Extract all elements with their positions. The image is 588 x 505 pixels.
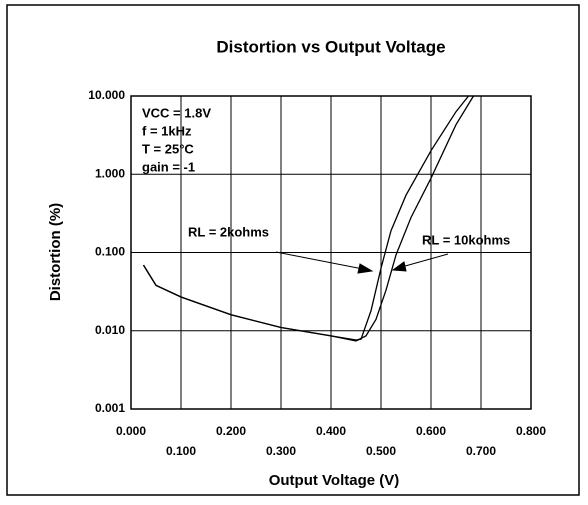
arrow-head bbox=[391, 261, 407, 272]
x-tick-label: 0.100 bbox=[166, 444, 196, 458]
y-tick-label: 1.000 bbox=[95, 166, 125, 180]
y-axis-label: Distortion (%) bbox=[47, 203, 64, 301]
frame bbox=[6, 4, 580, 496]
y-tick-label: 0.010 bbox=[95, 323, 125, 337]
y-tick-label: 0.100 bbox=[95, 245, 125, 259]
x-tick-label: 0.400 bbox=[316, 424, 346, 438]
annotation: T = 25°C bbox=[142, 141, 194, 156]
annotation: VCC = 1.8V bbox=[142, 105, 211, 120]
x-tick-label: 0.800 bbox=[516, 424, 546, 438]
x-tick-label: 0.500 bbox=[366, 444, 396, 458]
x-tick-label: 0.700 bbox=[466, 444, 496, 458]
x-tick-label: 0.300 bbox=[266, 444, 296, 458]
x-axis-label: Output Voltage (V) bbox=[269, 472, 400, 489]
series-label: RL = 10kohms bbox=[422, 232, 510, 247]
x-tick-label: 0.000 bbox=[116, 424, 146, 438]
arrow-head bbox=[357, 263, 374, 274]
chart-title: Distortion vs Output Voltage bbox=[216, 37, 445, 56]
y-tick-label: 0.001 bbox=[95, 401, 125, 415]
annotation: gain = -1 bbox=[142, 159, 195, 174]
arrow bbox=[397, 253, 449, 269]
y-tick-label: 10.000 bbox=[88, 88, 125, 102]
arrow bbox=[275, 251, 369, 271]
annotation: f = 1kHz bbox=[142, 123, 192, 138]
series-label: RL = 2kohms bbox=[188, 224, 269, 239]
arrows bbox=[275, 251, 449, 274]
x-tick-label: 0.200 bbox=[216, 424, 246, 438]
x-tick-label: 0.600 bbox=[416, 424, 446, 438]
line bbox=[142, 95, 475, 342]
plot-area bbox=[130, 95, 532, 410]
